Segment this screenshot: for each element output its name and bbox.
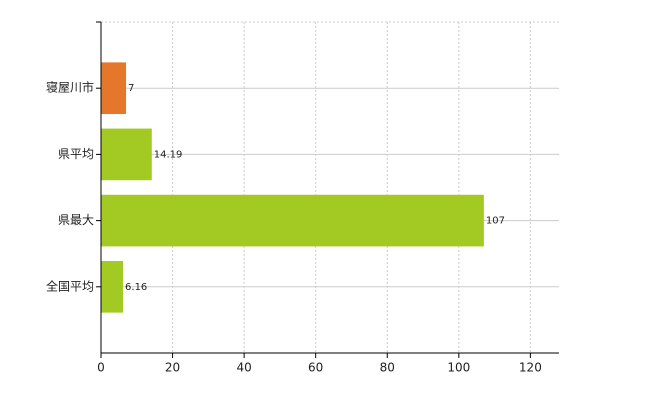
value-label: 14.19	[154, 149, 183, 160]
bar	[101, 62, 127, 115]
value-label: 7	[128, 83, 134, 94]
x-tick-label: 100	[447, 361, 470, 375]
y-tick-label: 県平均	[58, 147, 94, 161]
y-tick-label: 寝屋川市	[46, 80, 94, 95]
y-tick-label: 県最大	[58, 213, 94, 227]
bar	[101, 260, 124, 313]
x-tick-label: 20	[165, 361, 180, 375]
value-label: 107	[486, 216, 505, 227]
y-tick-label: 全国平均	[46, 278, 94, 293]
x-tick-label: 80	[380, 361, 395, 375]
x-tick-label: 40	[236, 361, 251, 375]
x-tick-label: 120	[519, 361, 542, 375]
bar	[101, 128, 152, 181]
value-label: 6.16	[125, 282, 147, 293]
x-tick-label: 0	[97, 361, 105, 375]
x-tick-label: 60	[308, 361, 323, 375]
bar	[101, 194, 484, 247]
